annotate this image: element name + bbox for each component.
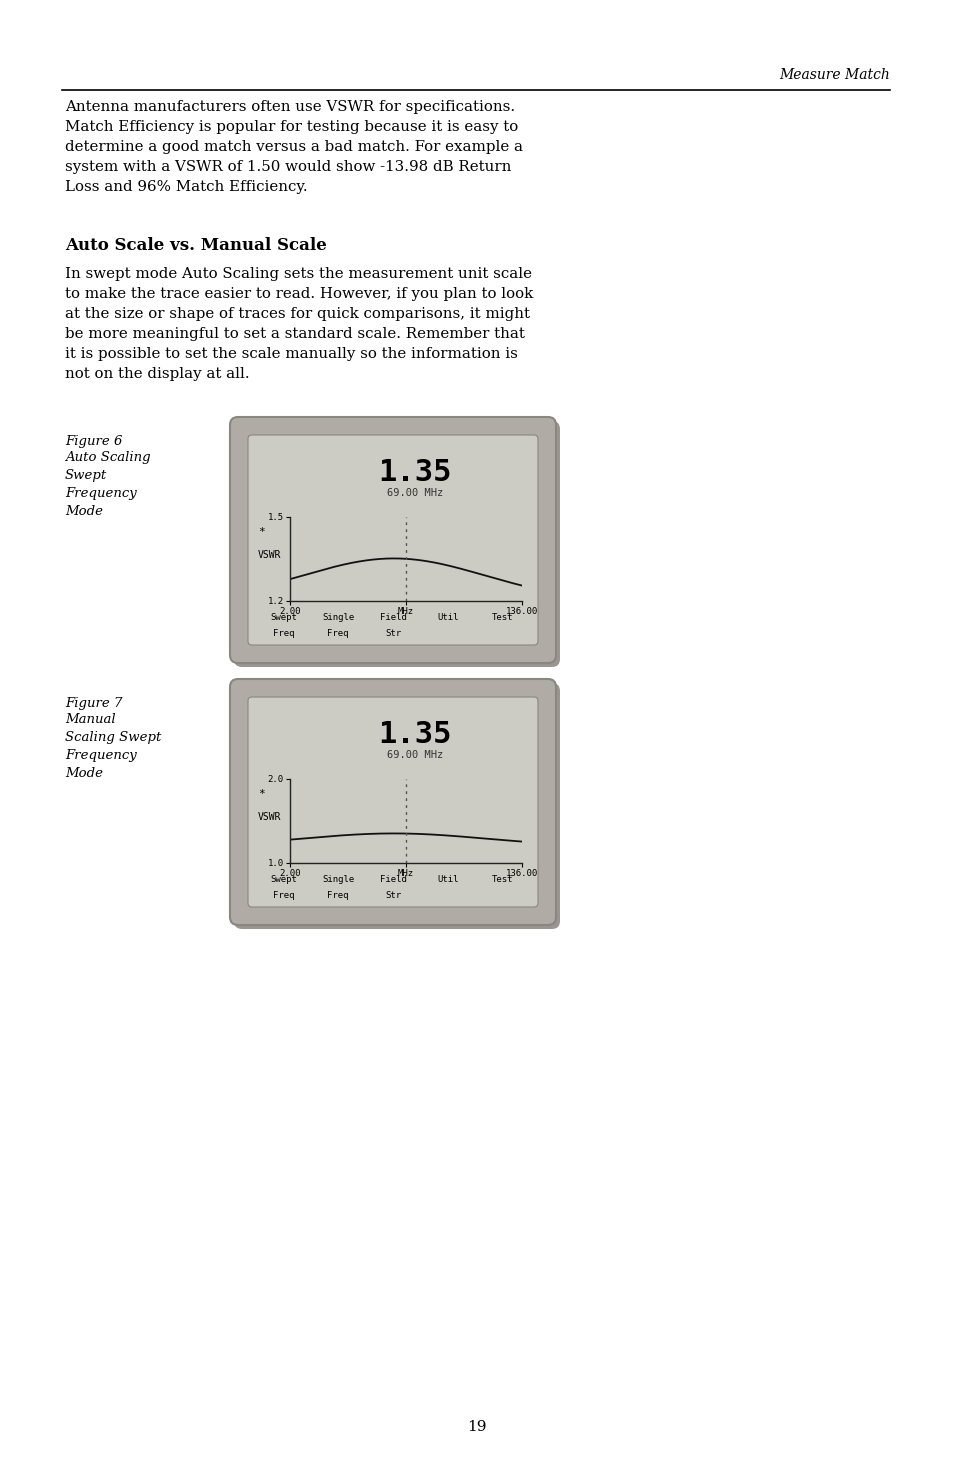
Text: Antenna manufacturers often use VSWR for specifications.
Match Efficiency is pop: Antenna manufacturers often use VSWR for… xyxy=(65,100,522,195)
Text: Str: Str xyxy=(384,628,400,637)
Text: Freq: Freq xyxy=(273,628,294,637)
Text: Freq: Freq xyxy=(273,891,294,900)
FancyBboxPatch shape xyxy=(230,417,556,662)
Text: Field: Field xyxy=(379,612,406,621)
Text: Measure Match: Measure Match xyxy=(779,68,889,83)
Text: Figure 7: Figure 7 xyxy=(65,698,122,709)
Text: Swept: Swept xyxy=(270,612,296,621)
Text: *: * xyxy=(257,789,265,799)
Text: Test: Test xyxy=(492,875,513,884)
Text: Manual
Scaling Swept
Frequency
Mode: Manual Scaling Swept Frequency Mode xyxy=(65,712,161,780)
Text: Single: Single xyxy=(322,612,354,621)
Text: 69.00 MHz: 69.00 MHz xyxy=(387,488,443,499)
FancyBboxPatch shape xyxy=(233,420,559,667)
Text: VSWR: VSWR xyxy=(257,550,281,560)
Text: 19: 19 xyxy=(467,1420,486,1434)
Text: Util: Util xyxy=(436,612,458,621)
Text: In swept mode Auto Scaling sets the measurement unit scale
to make the trace eas: In swept mode Auto Scaling sets the meas… xyxy=(65,267,533,381)
Text: *: * xyxy=(257,527,265,537)
Text: Swept: Swept xyxy=(270,875,296,884)
Text: Str: Str xyxy=(384,891,400,900)
FancyBboxPatch shape xyxy=(248,698,537,907)
Text: VSWR: VSWR xyxy=(257,811,281,822)
Text: Single: Single xyxy=(322,875,354,884)
FancyBboxPatch shape xyxy=(233,683,559,929)
Text: Freq: Freq xyxy=(327,628,349,637)
Text: Auto Scaling
Swept
Frequency
Mode: Auto Scaling Swept Frequency Mode xyxy=(65,451,151,518)
FancyBboxPatch shape xyxy=(230,678,556,925)
Text: Test: Test xyxy=(492,612,513,621)
Text: Auto Scale vs. Manual Scale: Auto Scale vs. Manual Scale xyxy=(65,237,327,254)
Text: 1.35: 1.35 xyxy=(378,720,452,749)
Text: Util: Util xyxy=(436,875,458,884)
Text: 69.00 MHz: 69.00 MHz xyxy=(387,751,443,760)
Text: Freq: Freq xyxy=(327,891,349,900)
Text: Field: Field xyxy=(379,875,406,884)
FancyBboxPatch shape xyxy=(248,435,537,645)
Text: 1.35: 1.35 xyxy=(378,459,452,487)
Text: Figure 6: Figure 6 xyxy=(65,435,122,448)
